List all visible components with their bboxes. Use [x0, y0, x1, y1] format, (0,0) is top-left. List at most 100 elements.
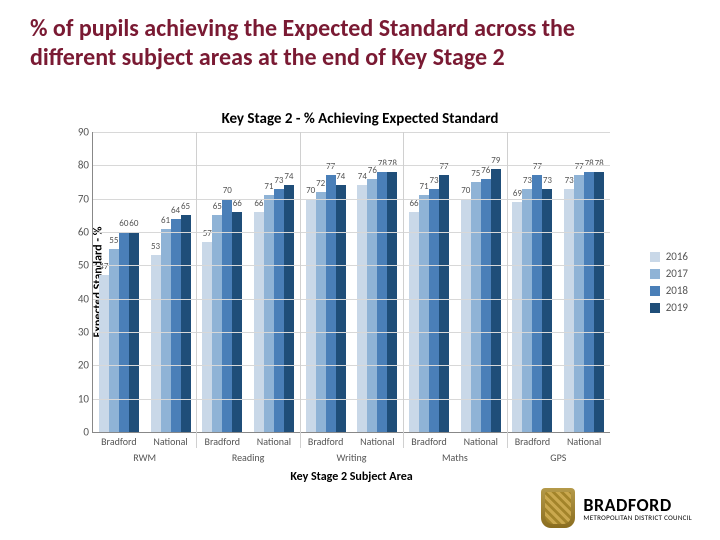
bar: 70: [306, 199, 316, 432]
x-tick-level2: Writing: [337, 451, 367, 464]
plot-area: Expected Standard - % 475560605361646557…: [92, 132, 610, 433]
bar: 73: [522, 189, 532, 432]
bar: 77: [532, 175, 542, 432]
bar-value-label: 57: [203, 228, 212, 239]
bar-value-label: 74: [358, 171, 367, 182]
bar: 78: [377, 172, 387, 432]
bar-value-label: 72: [316, 178, 325, 189]
y-tick: 10: [67, 392, 89, 405]
bar-group: 70757679: [461, 169, 501, 432]
logo-sub-text: METROPOLITAN DISTRICT COUNCIL: [583, 514, 692, 521]
chart-title: Key Stage 2 - % Achieving Expected Stand…: [30, 110, 690, 128]
gridline: [93, 365, 610, 366]
bar: 70: [461, 199, 471, 432]
bar: 73: [274, 189, 284, 432]
x-tick-level1: National: [464, 435, 498, 448]
bars-layer: 4755606053616465576570666671737470727774…: [93, 132, 610, 432]
bar-value-label: 73: [543, 175, 552, 186]
bar: 73: [429, 189, 439, 432]
x-tick-level1: Bradford: [308, 435, 343, 448]
bar-value-label: 75: [471, 168, 480, 179]
y-tick: 70: [67, 192, 89, 205]
slide-title: % of pupils achieving the Expected Stand…: [30, 14, 650, 73]
bar: 76: [481, 179, 491, 432]
bar: 78: [387, 172, 397, 432]
x-axis-label: Key Stage 2 Subject Area: [290, 470, 412, 484]
y-tick: 50: [67, 259, 89, 272]
bar-group: 57657066: [202, 199, 242, 432]
legend-label: 2019: [666, 301, 688, 314]
bar-value-label: 70: [461, 185, 470, 196]
bar-value-label: 78: [585, 158, 594, 169]
bar-value-label: 69: [513, 188, 522, 199]
bar: 53: [151, 255, 161, 432]
bar-value-label: 78: [595, 158, 604, 169]
bar-value-label: 77: [439, 161, 448, 172]
bar-value-label: 71: [419, 181, 428, 192]
legend-item: 2017: [650, 267, 688, 280]
bar-value-label: 79: [491, 155, 500, 166]
x-tick-level2: Maths: [442, 451, 468, 464]
x-tick-level1: National: [360, 435, 394, 448]
legend-swatch-icon: [650, 303, 660, 313]
y-tick: 30: [67, 326, 89, 339]
bar: 57: [202, 242, 212, 432]
bar-value-label: 60: [129, 218, 138, 229]
bar: 74: [284, 185, 294, 432]
y-tick: 90: [67, 126, 89, 139]
bar: 74: [336, 185, 346, 432]
group-separator: [507, 132, 508, 448]
legend: 2016201720182019: [650, 246, 688, 318]
gridline: [93, 299, 610, 300]
bar: 73: [564, 189, 574, 432]
gridline: [93, 332, 610, 333]
logo-crest-icon: [541, 488, 575, 528]
gridline: [93, 165, 610, 166]
bar: 79: [491, 169, 501, 432]
bar-value-label: 77: [533, 161, 542, 172]
gridline: [93, 132, 610, 133]
y-tick: 20: [67, 359, 89, 372]
bar: 78: [594, 172, 604, 432]
bar-value-label: 73: [429, 175, 438, 186]
bar-group: 74767878: [357, 172, 397, 432]
bar: 61: [161, 229, 171, 432]
bar-group: 73777878: [564, 172, 604, 432]
bar-value-label: 65: [181, 201, 190, 212]
logo-main-text: BRADFORD: [583, 496, 692, 514]
bar-value-label: 55: [109, 235, 118, 246]
x-tick-level2: Reading: [232, 451, 265, 464]
bar-value-label: 70: [306, 185, 315, 196]
legend-swatch-icon: [650, 269, 660, 279]
x-tick-level2: GPS: [550, 451, 566, 464]
bar: 70: [222, 199, 232, 432]
legend-item: 2019: [650, 301, 688, 314]
bar: 75: [471, 182, 481, 432]
gridline: [93, 232, 610, 233]
bar-value-label: 74: [336, 171, 345, 182]
y-tick: 40: [67, 292, 89, 305]
bar: 74: [357, 185, 367, 432]
bar-value-label: 70: [223, 185, 232, 196]
bar-value-label: 65: [213, 201, 222, 212]
x-tick-level1: Bradford: [515, 435, 550, 448]
bar: 76: [367, 179, 377, 432]
bar: 64: [171, 219, 181, 432]
bar-group: 66717374: [254, 185, 294, 432]
bar: 77: [574, 175, 584, 432]
x-tick-level1: National: [257, 435, 291, 448]
legend-label: 2018: [666, 284, 688, 297]
bar-value-label: 78: [388, 158, 397, 169]
gridline: [93, 399, 610, 400]
bar-group: 66717377: [409, 175, 449, 432]
bar: 73: [542, 189, 552, 432]
bar-value-label: 71: [264, 181, 273, 192]
bar-value-label: 60: [119, 218, 128, 229]
x-tick-level1: National: [567, 435, 601, 448]
legend-swatch-icon: [650, 252, 660, 262]
legend-swatch-icon: [650, 286, 660, 296]
bar: 72: [316, 192, 326, 432]
group-separator: [300, 132, 301, 448]
bar-group: 69737773: [512, 175, 552, 432]
bar-value-label: 61: [161, 215, 170, 226]
